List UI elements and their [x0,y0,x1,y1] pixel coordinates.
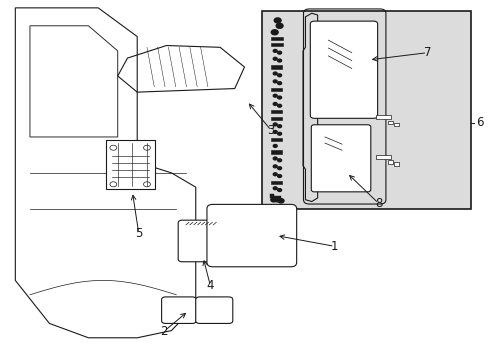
Bar [271,110,282,113]
Circle shape [271,30,278,35]
Bar [270,88,282,91]
Circle shape [278,199,284,203]
Circle shape [277,82,281,85]
Circle shape [277,59,281,62]
Circle shape [273,49,277,52]
Bar [270,66,282,69]
Circle shape [277,189,281,192]
Circle shape [277,74,281,77]
Circle shape [273,72,277,75]
FancyBboxPatch shape [206,204,296,267]
Bar [261,12,470,209]
Bar [375,154,390,159]
Circle shape [277,167,281,170]
Circle shape [273,80,277,83]
Polygon shape [270,194,281,198]
Circle shape [273,173,277,176]
FancyBboxPatch shape [195,297,232,323]
FancyBboxPatch shape [161,297,196,323]
Circle shape [277,175,281,177]
Text: 6: 6 [475,116,483,129]
Bar [270,42,282,46]
Text: 8: 8 [374,197,382,210]
Bar [393,162,398,166]
Circle shape [273,94,277,97]
Bar [393,123,398,126]
FancyBboxPatch shape [311,125,370,192]
Bar [271,150,282,154]
Text: 3: 3 [267,124,274,137]
Circle shape [273,144,277,147]
Circle shape [274,18,281,23]
Circle shape [273,157,277,160]
Circle shape [276,23,283,28]
Bar [271,117,282,120]
FancyBboxPatch shape [310,21,377,118]
Circle shape [273,131,277,134]
Bar [375,115,390,120]
Circle shape [277,159,281,162]
Circle shape [277,96,281,99]
Bar [271,138,282,141]
Bar [387,160,392,164]
Text: 5: 5 [135,226,142,239]
Circle shape [277,132,281,135]
Circle shape [273,123,277,126]
Text: 7: 7 [423,46,430,59]
Bar [271,180,282,184]
Circle shape [273,187,277,190]
Circle shape [273,57,277,60]
Circle shape [273,103,277,105]
Circle shape [274,198,280,202]
Text: 1: 1 [330,240,338,253]
Circle shape [277,104,281,107]
Circle shape [273,165,277,168]
FancyBboxPatch shape [178,220,222,262]
FancyBboxPatch shape [105,140,155,189]
Text: 2: 2 [160,325,167,338]
Bar [387,121,392,125]
Circle shape [277,125,281,128]
Bar [270,37,282,40]
Circle shape [270,198,276,202]
Circle shape [277,51,281,54]
Text: 4: 4 [206,279,214,292]
